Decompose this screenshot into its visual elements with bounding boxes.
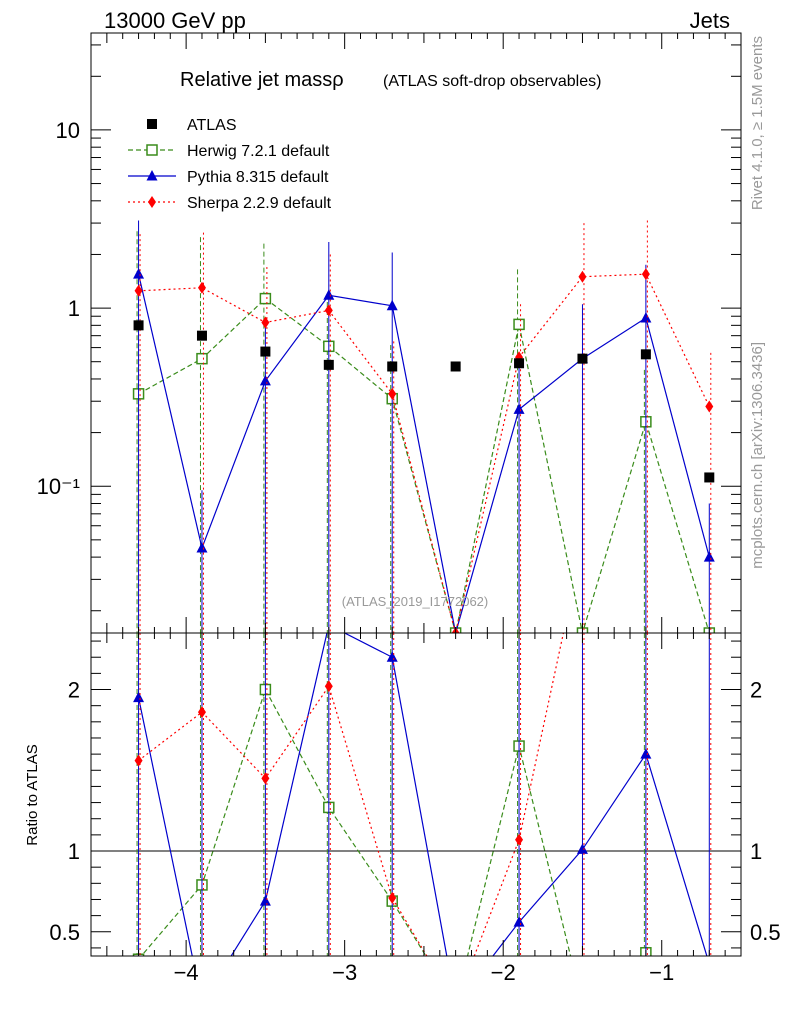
pythia-ratio-point: [133, 691, 145, 703]
ratio-y-label: Ratio to ATLAS: [24, 744, 41, 845]
x-tick-label: −4: [174, 960, 199, 985]
pythia-point: [513, 403, 525, 414]
sherpa-ratio-point: [324, 680, 333, 693]
atlas-data-point: [323, 359, 334, 370]
atlas-data-point: [577, 353, 588, 364]
x-tick-label: −3: [332, 960, 357, 985]
legend-sherpa-marker: [148, 196, 156, 208]
rivet-label: Rivet 4.1.0, ≥ 1.5M events: [749, 36, 766, 210]
mcplots-label: mcplots.cern.ch [arXiv:1306.3436]: [749, 342, 766, 569]
sherpa-point: [578, 270, 587, 283]
herwig-point: [259, 292, 272, 305]
y-tick-label: 2: [68, 678, 80, 703]
pythia-ratio-point: [259, 895, 271, 906]
y-tick-label-right: 0.5: [750, 920, 781, 945]
watermark: (ATLAS_2019_I1772062): [342, 594, 488, 609]
herwig-line: [138, 297, 710, 633]
herwig-ratio-point: [451, 999, 461, 1009]
legend-sherpa-label: Sherpa 2.2.9 default: [187, 195, 332, 212]
legend-herwig-marker: [146, 144, 158, 156]
pythia-point: [386, 299, 398, 311]
sherpa-point: [641, 268, 650, 281]
atlas-data-point: [640, 349, 651, 360]
sherpa-point: [324, 304, 333, 317]
sherpa-line: [138, 273, 710, 633]
atlas-data-point: [196, 330, 207, 341]
pythia-ratio-point: [640, 748, 652, 759]
herwig-point: [196, 352, 208, 365]
sherpa-point: [261, 316, 270, 329]
pythia-point: [323, 289, 335, 300]
y-tick-label: 1: [68, 296, 80, 321]
pythia-point: [196, 542, 208, 553]
y-tick-label-right: 1: [750, 839, 762, 864]
pythia-ratio-point: [704, 958, 715, 969]
header-right: Jets: [689, 8, 730, 33]
sherpa-ratio-line: [138, 633, 565, 956]
atlas-data-point: [450, 361, 461, 372]
y-tick-label: 10: [56, 118, 80, 143]
atlas-data-point: [704, 472, 715, 483]
legend-atlas-marker: [147, 119, 157, 129]
y-tick-label-right: 2: [750, 678, 762, 703]
sherpa-point: [705, 400, 714, 413]
sherpa-point: [197, 281, 206, 294]
sherpa-ratio-point: [197, 706, 206, 719]
x-tick-label: −2: [491, 960, 516, 985]
herwig-ratio-point: [577, 999, 587, 1009]
pythia-point: [259, 374, 271, 386]
legend-atlas-label: ATLAS: [187, 117, 237, 134]
sherpa-ratio-point: [388, 891, 397, 904]
y-tick-label: 10⁻¹: [37, 474, 80, 499]
pythia-ratio-point: [513, 916, 525, 927]
pythia-ratio-point: [450, 998, 461, 1009]
pythia-point: [640, 311, 652, 323]
atlas-data-point: [260, 346, 271, 357]
herwig-ratio-line: [140, 688, 651, 956]
y-tick-label: 0.5: [49, 920, 80, 945]
sherpa-ratio-point: [452, 998, 460, 1010]
sherpa-point: [388, 387, 397, 400]
pythia-point: [703, 551, 715, 562]
pythia-ratio-point: [196, 997, 207, 1008]
sherpa-ratio-point: [261, 772, 270, 785]
header-left: 13000 GeV pp: [104, 8, 246, 33]
y-tick-label: 1: [68, 839, 80, 864]
pythia-ratio-point: [576, 843, 588, 854]
legend-herwig-label: Herwig 7.2.1 default: [187, 143, 330, 160]
chart-title: Relative jet massρ: [180, 69, 344, 91]
sherpa-point: [134, 284, 143, 297]
ratio-frame: [90, 632, 742, 957]
pythia-ratio-point: [386, 651, 398, 662]
legend-pythia-marker: [146, 170, 158, 181]
herwig-point: [513, 318, 525, 331]
atlas-data-point: [133, 320, 144, 331]
atlas-data-point: [387, 361, 398, 372]
herwig-ratio-point: [704, 999, 714, 1009]
sherpa-ratio-point: [134, 754, 143, 767]
sherpa-ratio-point: [515, 833, 524, 846]
chart-subtitle: (ATLAS soft-drop observables): [383, 73, 601, 90]
atlas-data-point: [514, 358, 525, 369]
pythia-point: [133, 268, 145, 279]
pythia-line: [137, 274, 710, 633]
legend-pythia-label: Pythia 8.315 default: [187, 169, 329, 186]
x-tick-label: −1: [649, 960, 674, 985]
